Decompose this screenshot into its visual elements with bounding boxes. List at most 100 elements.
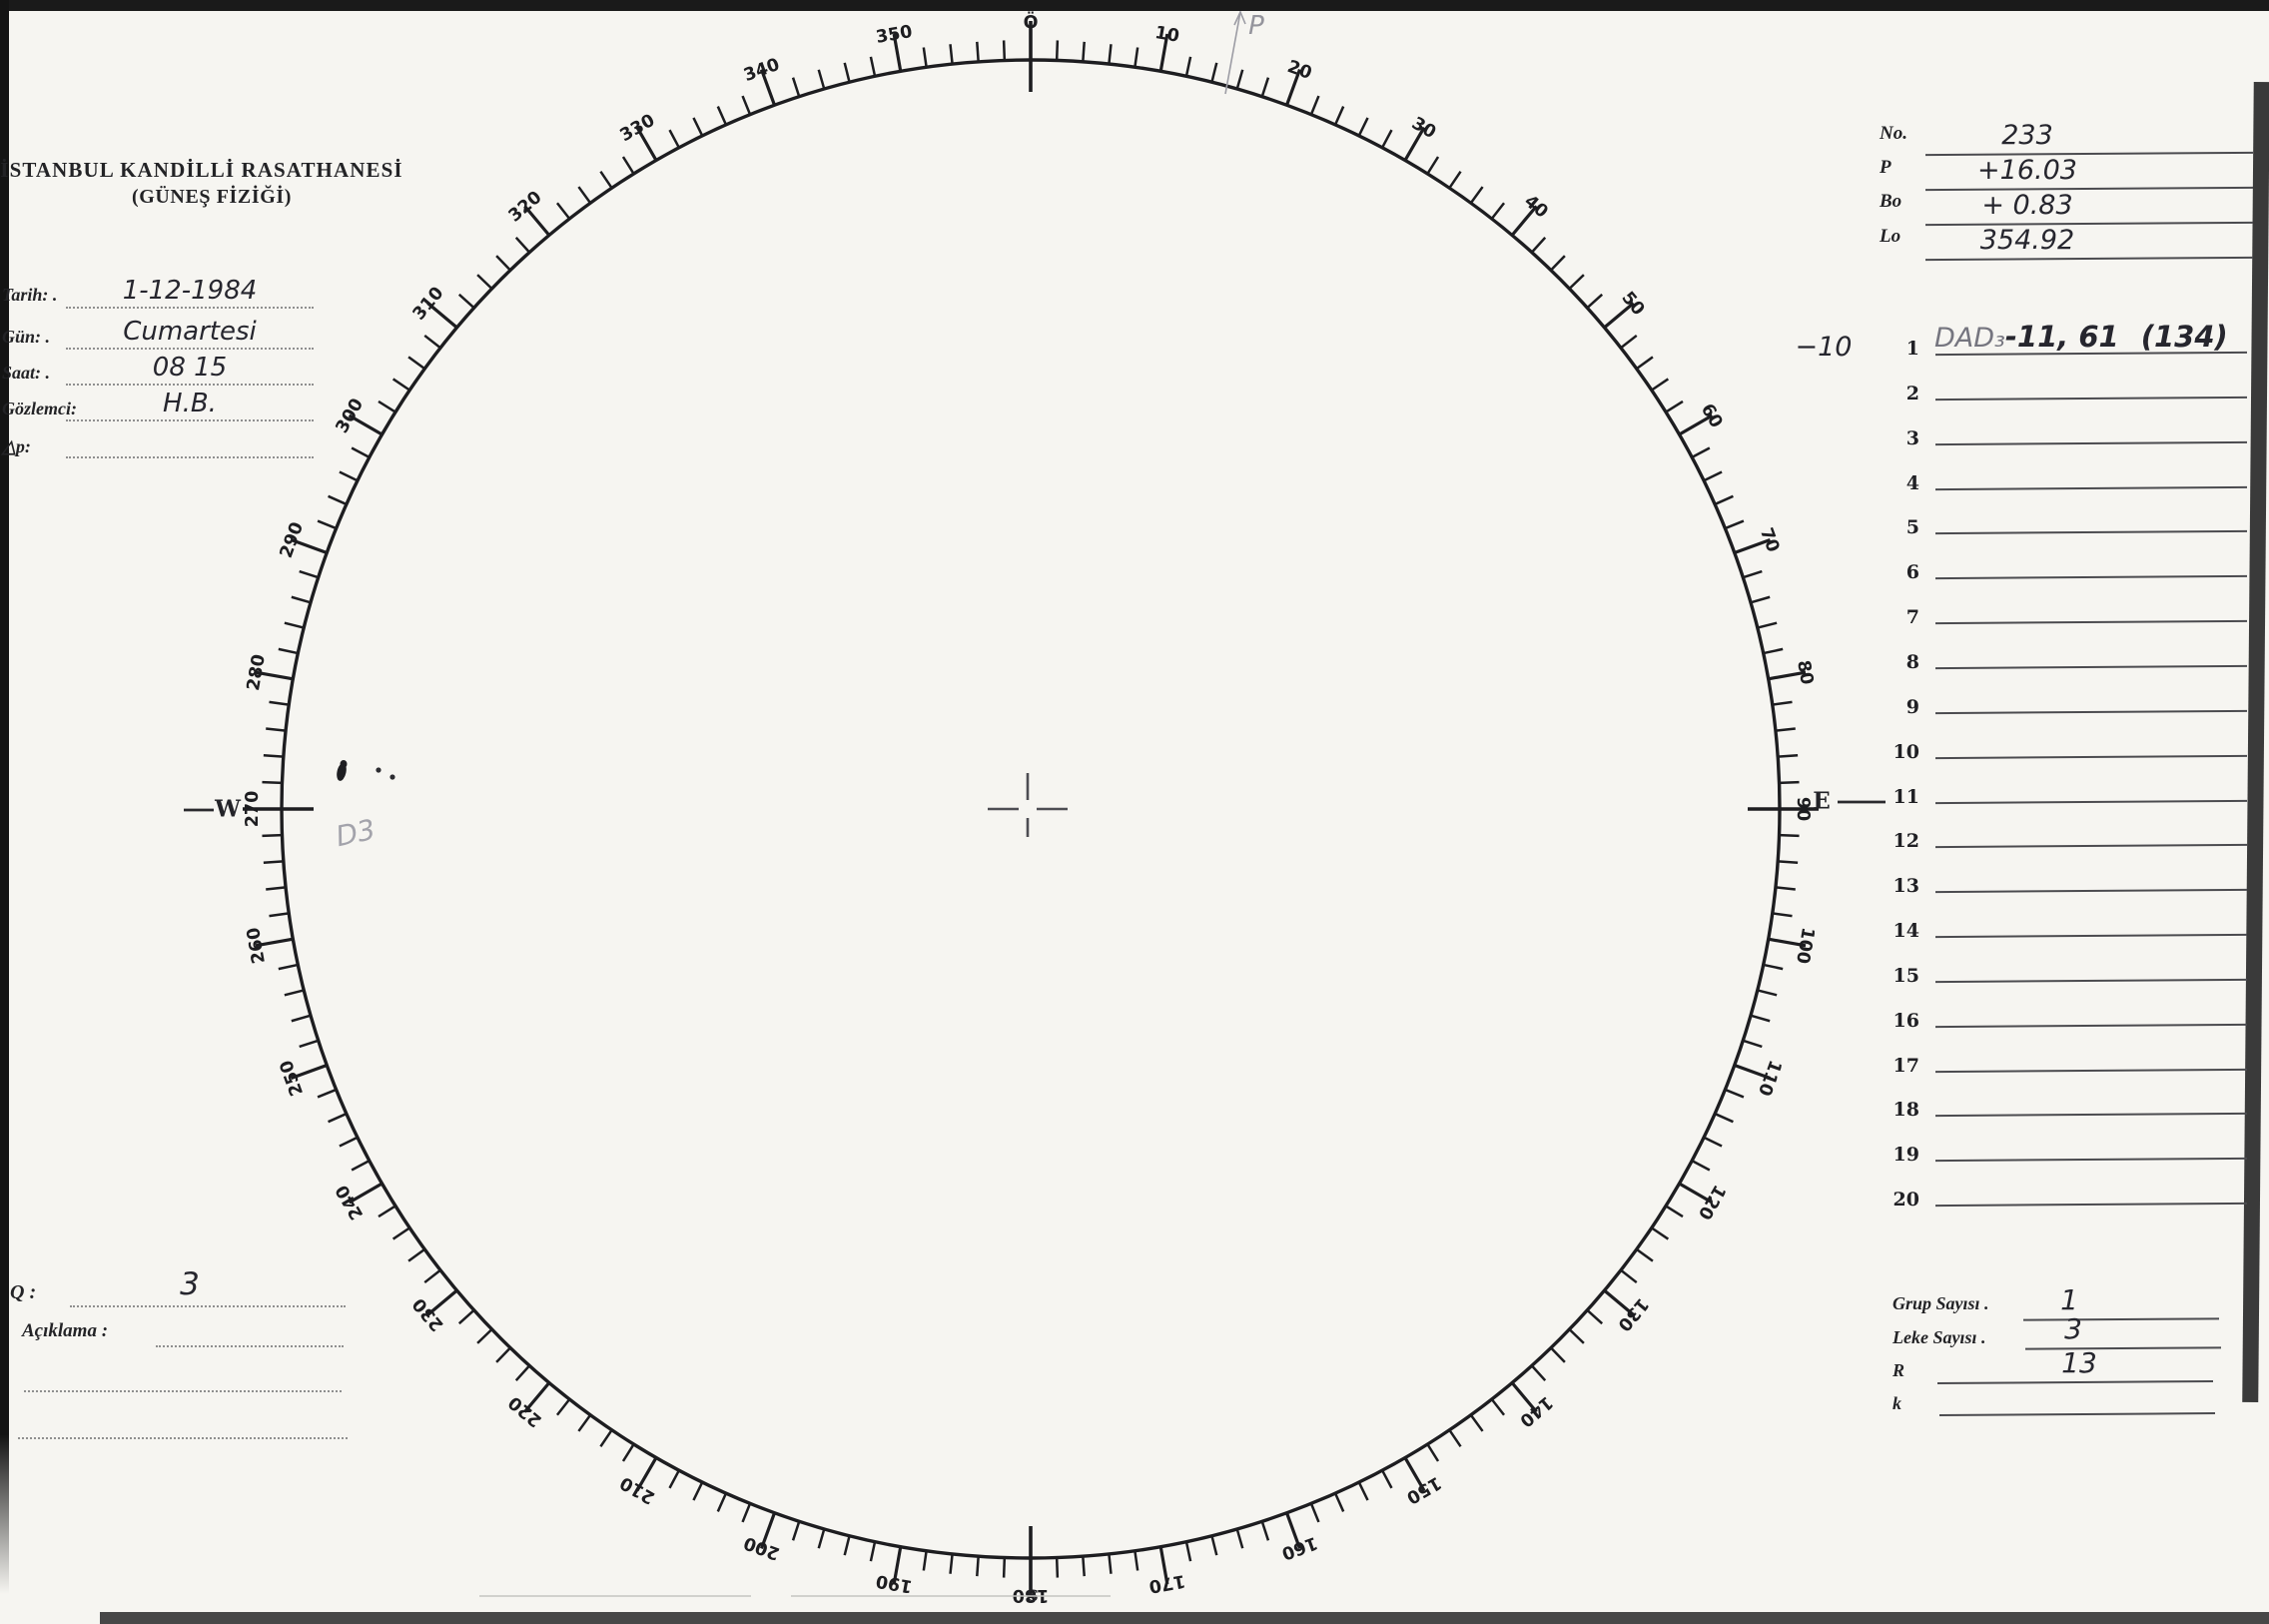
degree-label: 350 [875, 22, 914, 48]
summary-label-2: R [1892, 1360, 1905, 1380]
degree-tick-minor [1568, 274, 1585, 290]
degree-tick-minor [791, 77, 801, 98]
degree-tick-minor [278, 647, 299, 655]
degree-label: 20 [1284, 57, 1314, 84]
field-line-0 [66, 307, 314, 309]
notes-line-3 [18, 1437, 348, 1439]
ephemeris-label-2: Bo [1880, 191, 1902, 212]
degree-tick-minor [716, 106, 728, 126]
degree-tick-minor [1763, 647, 1784, 655]
degree-tick-minor [407, 1247, 425, 1262]
quality-value: 3 [180, 1266, 200, 1302]
degree-tick-minor [514, 1364, 531, 1382]
degree-tick-minor [1568, 1328, 1585, 1344]
degree-label: 80 [1793, 659, 1817, 686]
scan-edge-top [0, 0, 2269, 11]
degree-tick-minor [976, 1556, 980, 1577]
degree-tick-major [892, 33, 903, 72]
degree-tick-minor [1620, 334, 1638, 350]
degree-tick-minor [1333, 106, 1345, 126]
degree-tick-minor [514, 236, 531, 254]
degree-tick-minor [1184, 1541, 1192, 1562]
degree-tick-minor [817, 69, 826, 90]
degree-tick-minor [476, 1328, 493, 1344]
ephemeris-label-1: P [1880, 157, 1891, 178]
degree-tick-minor [1530, 236, 1547, 254]
degree-label: 90 [1793, 797, 1813, 821]
degree-tick-major [759, 1512, 776, 1550]
degree-tick-minor [949, 44, 954, 65]
degree-tick-major [290, 537, 328, 554]
degree-tick-minor [262, 833, 283, 838]
degree-tick-minor [1490, 202, 1506, 220]
degree-label: 330 [617, 111, 659, 147]
group-row-number-8: 8 [1905, 650, 1919, 673]
degree-tick-minor [1550, 1346, 1566, 1363]
degree-tick-minor [407, 356, 425, 371]
degree-label: 60 [1697, 401, 1727, 431]
degree-tick-minor [1490, 1398, 1506, 1416]
degree-tick-minor [1778, 860, 1799, 864]
degree-tick-minor [1620, 1268, 1638, 1284]
field-label-2: Saat: . [2, 363, 51, 383]
solar-disk-outline [280, 58, 1782, 1560]
field-line-2 [66, 384, 314, 386]
group-row-number-7: 7 [1905, 606, 1919, 629]
degree-label: 220 [505, 1391, 546, 1430]
degree-tick-major [523, 1381, 551, 1413]
degree-label: 320 [505, 188, 546, 227]
degree-tick-major [635, 1456, 658, 1492]
degree-tick-minor [741, 1502, 752, 1523]
group-row-number-13: 13 [1892, 875, 1919, 898]
sunspot-dot [376, 767, 381, 773]
degree-tick-minor [1235, 69, 1244, 90]
degree-tick-major [348, 413, 383, 436]
degree-tick-minor [1082, 1556, 1086, 1577]
degree-tick-minor [1357, 117, 1369, 137]
degree-tick-minor [1742, 569, 1763, 579]
summary-value-1: 3 [2064, 1312, 2082, 1345]
degree-tick-minor [692, 1481, 704, 1501]
degree-label: 240 [333, 1182, 369, 1223]
degree-tick-minor [1002, 40, 1007, 61]
degree-tick-minor [269, 700, 290, 706]
degree-tick-minor [1426, 156, 1440, 175]
degree-tick-minor [1750, 1014, 1771, 1023]
degree-tick-minor [1665, 400, 1684, 413]
degree-tick-minor [1763, 963, 1784, 971]
degree-tick-minor [317, 519, 338, 530]
degree-tick-minor [284, 621, 305, 629]
field-label-1: Gün: . [2, 327, 51, 347]
degree-tick-minor [1724, 1088, 1745, 1099]
degree-tick-major [892, 1546, 903, 1585]
degree-tick-minor [1714, 494, 1734, 506]
degree-tick-minor [1665, 1205, 1684, 1218]
degree-tick-minor [1260, 77, 1270, 98]
degree-tick-minor [291, 595, 312, 604]
degree-label: 280 [244, 653, 270, 692]
degree-tick-minor [457, 1308, 475, 1325]
ephemeris-value-2: + 0.83 [1981, 190, 2073, 221]
degree-tick-minor [263, 860, 284, 864]
summary-label-1: Leke Sayısı . [1892, 1327, 1986, 1347]
degree-tick-minor [922, 1550, 928, 1571]
degree-tick-minor [1357, 1481, 1369, 1501]
degree-tick-major [1678, 1182, 1714, 1205]
degree-tick-minor [476, 274, 493, 290]
field-line-1 [66, 348, 314, 350]
degree-label: 250 [277, 1058, 308, 1099]
group-row-number-14: 14 [1892, 920, 1919, 943]
group-row-number-19: 19 [1892, 1144, 1919, 1167]
degree-tick-major [1285, 68, 1302, 106]
degree-label: 30 [1408, 114, 1439, 144]
degree-label: 110 [1754, 1058, 1785, 1099]
group-row-number-1: 1 [1905, 338, 1919, 360]
degree-tick-minor [1775, 727, 1796, 732]
degree-tick-minor [495, 255, 511, 272]
degree-tick-minor [391, 378, 410, 392]
degree-tick-minor [1235, 1528, 1244, 1549]
degree-tick-minor [1772, 700, 1793, 706]
degree-tick-major [255, 670, 294, 681]
degree-label: 100 [1792, 926, 1818, 965]
